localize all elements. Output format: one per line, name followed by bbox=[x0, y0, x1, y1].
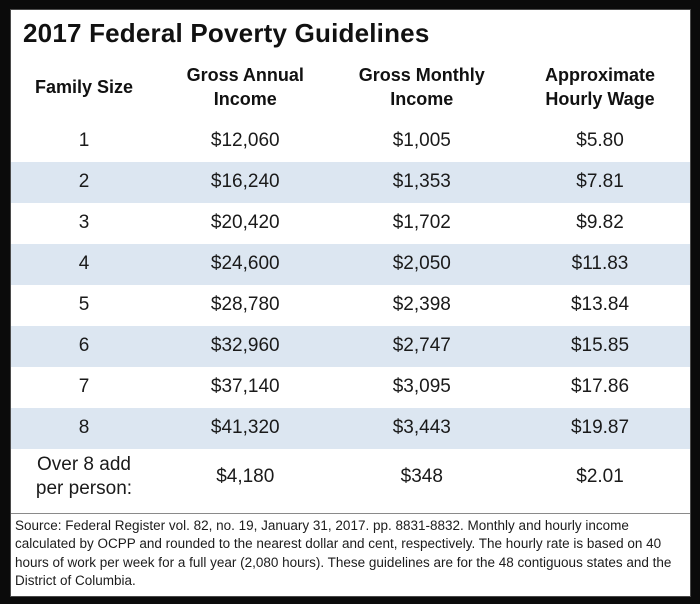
monthly-income-cell: $1,353 bbox=[333, 161, 511, 203]
page-title: 2017 Federal Poverty Guidelines bbox=[23, 18, 430, 48]
table-row-over-8: Over 8 add per person: $4,180 $348 $2.01 bbox=[11, 449, 690, 506]
hourly-wage-cell: $13.84 bbox=[570, 294, 630, 316]
monthly-income-cell: $348 bbox=[400, 466, 443, 488]
monthly-income-cell: $3,443 bbox=[333, 407, 511, 449]
annual-income-cell: $28,780 bbox=[210, 294, 280, 316]
table-row: 7 $37,140 $3,095 $17.86 bbox=[11, 367, 690, 408]
family-size-cell: 4 bbox=[11, 243, 157, 285]
annual-income-cell: $20,420 bbox=[210, 212, 280, 234]
family-size-cell: 2 bbox=[11, 161, 157, 203]
hourly-wage-cell: $9.82 bbox=[576, 212, 624, 234]
annual-income-cell: $24,600 bbox=[156, 243, 334, 285]
table-row: 1 $12,060 $1,005 $5.80 bbox=[11, 121, 690, 162]
table-row: 3 $20,420 $1,702 $9.82 bbox=[11, 203, 690, 244]
monthly-income-cell: $2,398 bbox=[392, 294, 451, 316]
column-header-approximate-hourly-wage: Approximate Hourly Wage bbox=[545, 64, 656, 109]
family-size-cell: 3 bbox=[78, 212, 90, 234]
table-row: 4 $24,600 $2,050 $11.83 bbox=[11, 243, 690, 285]
family-size-cell: 7 bbox=[78, 376, 90, 398]
family-size-cell: 8 bbox=[11, 407, 157, 449]
table-row: 2 $16,240 $1,353 $7.81 bbox=[11, 161, 690, 203]
monthly-income-cell: $2,050 bbox=[333, 243, 511, 285]
table-panel: 2017 Federal Poverty Guidelines Family S… bbox=[10, 9, 691, 597]
annual-income-cell: $12,060 bbox=[210, 130, 280, 152]
monthly-income-cell: $1,005 bbox=[392, 130, 451, 152]
table-row: 8 $41,320 $3,443 $19.87 bbox=[11, 407, 690, 449]
monthly-income-cell: $1,702 bbox=[392, 212, 451, 234]
annual-income-cell: $4,180 bbox=[216, 466, 275, 488]
poverty-guidelines-table: Family Size Gross Annual Income Gross Mo… bbox=[11, 57, 690, 506]
table-row: 6 $32,960 $2,747 $15.85 bbox=[11, 325, 690, 367]
hourly-wage-cell: $17.86 bbox=[570, 376, 630, 398]
header-row: Family Size Gross Annual Income Gross Mo… bbox=[11, 57, 690, 121]
annual-income-cell: $32,960 bbox=[156, 325, 334, 367]
column-header-gross-annual-income: Gross Annual Income bbox=[186, 64, 304, 109]
annual-income-cell: $37,140 bbox=[210, 376, 280, 398]
annual-income-cell: $41,320 bbox=[156, 407, 334, 449]
hourly-wage-cell: $7.81 bbox=[510, 161, 690, 203]
hourly-wage-cell: $19.87 bbox=[510, 407, 690, 449]
column-header-family-size: Family Size bbox=[34, 76, 134, 97]
family-size-cell: Over 8 add per person: bbox=[35, 453, 133, 500]
hourly-wage-cell: $2.01 bbox=[576, 466, 624, 488]
hourly-wage-cell: $11.83 bbox=[510, 243, 690, 285]
monthly-income-cell: $3,095 bbox=[392, 376, 451, 398]
annual-income-cell: $16,240 bbox=[156, 161, 334, 203]
table-row: 5 $28,780 $2,398 $13.84 bbox=[11, 285, 690, 326]
hourly-wage-cell: $5.80 bbox=[576, 130, 624, 152]
monthly-income-cell: $2,747 bbox=[333, 325, 511, 367]
family-size-cell: 1 bbox=[78, 130, 90, 152]
hourly-wage-cell: $15.85 bbox=[510, 325, 690, 367]
family-size-cell: 5 bbox=[78, 294, 90, 316]
family-size-cell: 6 bbox=[11, 325, 157, 367]
source-note: Source: Federal Register vol. 82, no. 19… bbox=[11, 512, 690, 596]
column-header-gross-monthly-income: Gross Monthly Income bbox=[358, 64, 485, 109]
